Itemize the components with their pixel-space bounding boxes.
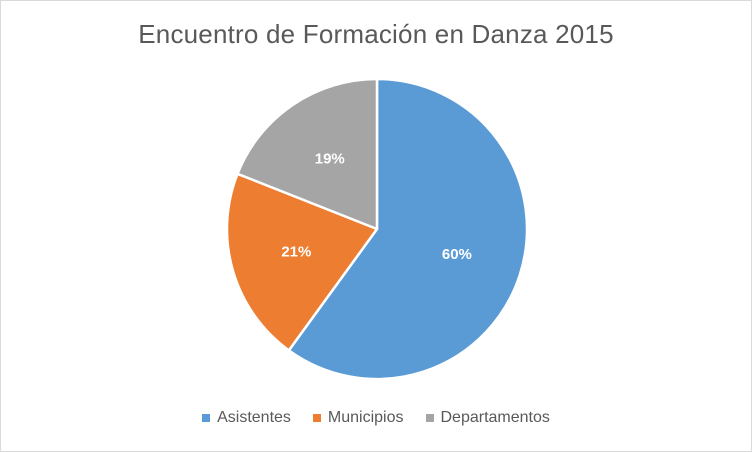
pie-slice-departamentos[interactable] — [236, 77, 379, 231]
legend-swatch-asistentes — [202, 414, 211, 422]
legend-label-asistentes: Asistentes — [217, 409, 291, 426]
pie-data-labels: 60% 21% 19% — [281, 150, 472, 262]
pie-slice-asistentes[interactable] — [287, 77, 529, 381]
legend-item-municipios[interactable]: Municipios — [312, 409, 404, 427]
legend-item-departamentos[interactable]: Departamentos — [425, 409, 550, 427]
legend-item-asistentes[interactable]: Asistentes — [202, 409, 291, 427]
legend-label-departamentos: Departamentos — [440, 409, 550, 426]
data-label-departamentos: 19% — [315, 150, 345, 167]
pie-slices — [225, 77, 529, 381]
legend-swatch-municipios — [312, 414, 321, 422]
legend-label-municipios: Municipios — [327, 409, 404, 426]
pie-slice-municipios[interactable] — [225, 172, 379, 352]
legend-swatch-departamentos — [425, 414, 434, 422]
legend: Asistentes Municipios Departamentos — [1, 409, 751, 427]
data-label-municipios: 21% — [281, 243, 311, 260]
chart-title: Encuentro de Formación en Danza 2015 — [138, 19, 614, 49]
data-label-asistentes: 60% — [442, 246, 472, 263]
